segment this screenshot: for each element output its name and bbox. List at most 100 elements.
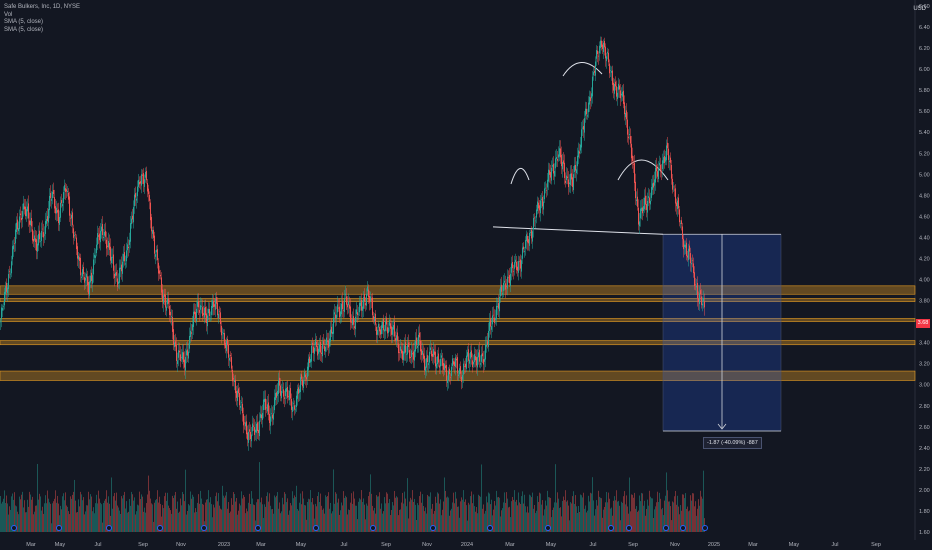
volume-bar: [367, 505, 368, 532]
volume-bar: [69, 514, 70, 532]
right-shoulder-arc[interactable]: [617, 159, 669, 181]
volume-bar: [248, 502, 249, 532]
volume-bar: [219, 505, 220, 532]
neckline-trendline[interactable]: [492, 226, 664, 235]
price-scale-label[interactable]: 4.80: [919, 193, 930, 199]
price-scale-label[interactable]: 3.00: [919, 383, 930, 389]
time-axis-label[interactable]: 2023: [218, 542, 230, 548]
time-axis-label[interactable]: Sep: [628, 542, 638, 548]
price-scale-label[interactable]: 4.20: [919, 256, 930, 262]
volume-bar: [345, 495, 346, 532]
dividend-event-icon[interactable]: [255, 525, 261, 531]
price-scale-label[interactable]: 6.60: [919, 4, 930, 10]
dividend-event-icon[interactable]: [56, 525, 62, 531]
time-axis-label[interactable]: May: [296, 542, 307, 548]
price-scale-label[interactable]: 3.20: [919, 362, 930, 368]
dividend-event-icon[interactable]: [313, 525, 319, 531]
price-scale-label[interactable]: 4.60: [919, 214, 930, 220]
dividend-event-icon[interactable]: [608, 525, 614, 531]
price-scale-label[interactable]: 3.40: [919, 341, 930, 347]
price-candle-body: [127, 244, 128, 251]
time-axis-label[interactable]: Mar: [256, 542, 266, 548]
time-axis-label[interactable]: Nov: [176, 542, 186, 548]
price-scale-label[interactable]: 5.40: [919, 130, 930, 136]
price-scale-label[interactable]: 1.60: [919, 530, 930, 536]
dividend-event-icon[interactable]: [106, 525, 112, 531]
price-candle-body: [482, 353, 483, 357]
volume-bar: [485, 510, 486, 532]
legend-sma-1[interactable]: SMA (5, close): [4, 19, 44, 25]
dividend-event-icon[interactable]: [430, 525, 436, 531]
support-zone[interactable]: [0, 318, 916, 322]
dividend-event-icon[interactable]: [157, 525, 163, 531]
price-candle-body: [289, 390, 290, 401]
time-axis-label[interactable]: Nov: [422, 542, 432, 548]
price-scale-label[interactable]: 6.20: [919, 46, 930, 52]
price-scale-label[interactable]: 3.80: [919, 299, 930, 305]
time-axis-label[interactable]: Jul: [340, 542, 347, 548]
time-axis-label[interactable]: 2024: [461, 542, 473, 548]
support-zone[interactable]: [0, 285, 916, 295]
time-axis-label[interactable]: Mar: [505, 542, 515, 548]
dividend-event-icon[interactable]: [663, 525, 669, 531]
price-scale-label[interactable]: 6.00: [919, 67, 930, 73]
legend-sma-2[interactable]: SMA (5, close): [4, 26, 44, 33]
price-scale-label[interactable]: 4.40: [919, 235, 930, 241]
legend-volume[interactable]: Vol: [4, 11, 13, 18]
dividend-event-icon[interactable]: [680, 525, 686, 531]
price-candle-body: [530, 231, 531, 233]
time-axis-label[interactable]: Nov: [670, 542, 680, 548]
time-axis-label[interactable]: May: [789, 542, 800, 548]
price-candle-body: [253, 425, 254, 427]
dividend-event-icon[interactable]: [545, 525, 551, 531]
volume-bar: [620, 520, 621, 532]
price-scale-label[interactable]: 5.80: [919, 88, 930, 94]
time-axis-label[interactable]: Sep: [381, 542, 391, 548]
time-axis-label[interactable]: May: [546, 542, 557, 548]
price-candle-body: [397, 332, 398, 341]
dividend-event-icon[interactable]: [487, 525, 493, 531]
price-candle-body: [168, 298, 169, 304]
currency-label[interactable]: USD: [913, 6, 926, 12]
time-axis-label[interactable]: Jul: [589, 542, 596, 548]
price-scale-label[interactable]: 5.60: [919, 109, 930, 115]
volume-bar: [470, 496, 471, 532]
volume-bar: [590, 492, 591, 532]
time-axis-label[interactable]: Sep: [138, 542, 148, 548]
time-axis-label[interactable]: May: [55, 542, 66, 548]
price-scale-label[interactable]: 5.20: [919, 151, 930, 157]
dividend-event-icon[interactable]: [201, 525, 207, 531]
price-candle-body: [453, 361, 454, 365]
head-arc[interactable]: [562, 62, 603, 77]
dividend-event-icon[interactable]: [626, 525, 632, 531]
time-axis-label[interactable]: Mar: [26, 542, 36, 548]
price-scale-label[interactable]: 2.00: [919, 488, 930, 494]
price-candle-body: [585, 108, 586, 116]
support-zone[interactable]: [0, 298, 916, 302]
dividend-event-icon[interactable]: [11, 525, 17, 531]
price-candle-body: [121, 264, 122, 272]
price-scale-label[interactable]: 2.20: [919, 467, 930, 473]
price-candle-body: [101, 226, 102, 232]
volume-bar: [586, 512, 587, 532]
time-axis-label[interactable]: Sep: [871, 542, 881, 548]
time-axis-label[interactable]: Mar: [748, 542, 758, 548]
price-candle-body: [577, 155, 578, 167]
volume-bar: [564, 500, 565, 532]
dividend-event-icon[interactable]: [370, 525, 376, 531]
price-scale-label[interactable]: 2.60: [919, 425, 930, 431]
time-axis-label[interactable]: 2025: [708, 542, 720, 548]
time-axis-label[interactable]: Jul: [831, 542, 838, 548]
price-scale-label[interactable]: 2.80: [919, 404, 930, 410]
dividend-event-icon[interactable]: [702, 525, 708, 531]
price-scale-label[interactable]: 5.00: [919, 172, 930, 178]
time-axis-label[interactable]: Jul: [94, 542, 101, 548]
price-scale-label[interactable]: 4.00: [919, 278, 930, 284]
price-scale-label[interactable]: 2.40: [919, 446, 930, 452]
legend-symbol[interactable]: Safe Bulkers, Inc, 1D, NYSE: [4, 4, 81, 10]
left-shoulder-arc[interactable]: [510, 168, 530, 185]
price-scale-label[interactable]: 6.40: [919, 25, 930, 31]
support-zone[interactable]: [0, 340, 916, 346]
price-scale-label[interactable]: 1.80: [919, 509, 930, 515]
